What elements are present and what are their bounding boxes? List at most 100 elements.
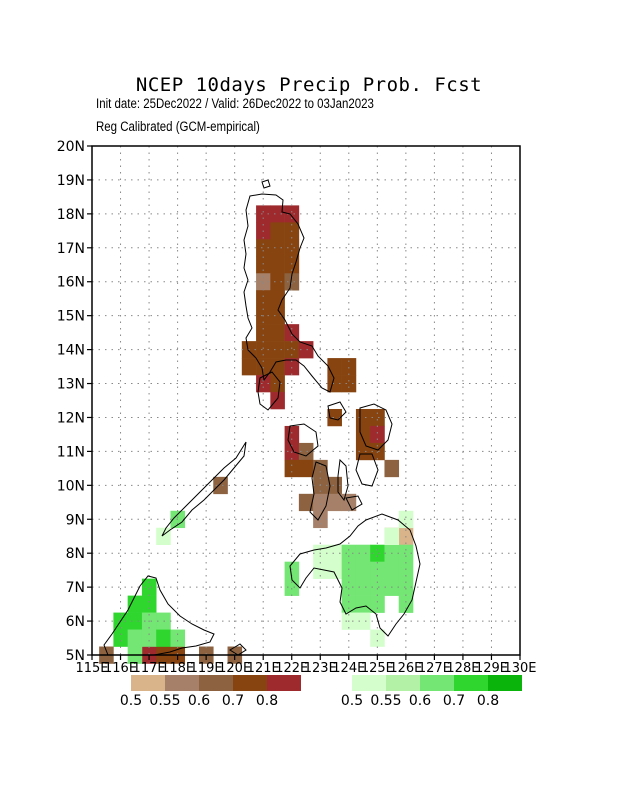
cell-wet (284, 561, 300, 579)
dry-legend-label: 0.6 (187, 693, 211, 709)
map-gridlines (92, 146, 520, 655)
latitude-axis: 5N 6N 7N 8N 9N 10N 11N 12N 13N 14N 15N 16N 17N 18N 19N… (57, 139, 92, 664)
dry-legend-swatch (199, 675, 233, 691)
cell-dry (298, 459, 314, 478)
cell-wet (355, 544, 371, 562)
cell-wet (355, 595, 371, 613)
lat-tick-label: 19N (57, 173, 85, 189)
lon-tick-label: 124E (332, 661, 365, 676)
dry-legend-swatch (233, 675, 267, 691)
cell-wet (370, 595, 385, 613)
cell-dry (270, 324, 285, 342)
lat-tick-label: 10N (57, 478, 85, 494)
cell-dry (284, 205, 300, 223)
lat-tick-label: 6N (66, 614, 85, 630)
cell-dry (270, 239, 285, 257)
lon-tick-label: 123E (304, 661, 337, 676)
cell-dry (284, 341, 300, 359)
cell-dry (355, 442, 371, 461)
wet-legend-label: 0.7 (442, 693, 466, 709)
wet-legend-label: 0.55 (370, 693, 402, 709)
cell-wet (141, 629, 157, 647)
lat-tick-label: 11N (57, 444, 85, 460)
coastline-babuyan (261, 179, 271, 189)
coastline-panay (287, 423, 319, 457)
cell-dry (355, 408, 371, 427)
dry-probability-legend (131, 675, 301, 691)
wet-legend-swatch (488, 675, 522, 691)
cell-wet (398, 561, 414, 579)
lat-tick-label: 13N (57, 377, 85, 393)
lat-tick-label: 17N (57, 241, 85, 257)
dry-legend-label: 0.8 (255, 693, 279, 709)
cell-wet (370, 578, 385, 596)
map-frame (91, 145, 521, 656)
lat-tick-label: 5N (66, 648, 85, 664)
coastline-samar (359, 403, 393, 451)
lon-tick-label: 115E (75, 661, 108, 676)
lon-tick-label: 119E (190, 661, 223, 676)
cell-dry (284, 459, 300, 478)
cell-wet (355, 561, 371, 579)
cell-dry (313, 459, 328, 478)
cell-wet (156, 629, 171, 647)
wet-legend-label: 0.8 (476, 693, 500, 709)
cell-dry (241, 358, 257, 376)
cell-dry (284, 425, 300, 444)
lat-tick-label: 15N (57, 309, 85, 325)
cell-wet (384, 561, 400, 579)
lat-tick-label: 20N (57, 139, 85, 155)
cell-dry (327, 358, 342, 376)
coastline-mindoro (257, 371, 281, 411)
dry-legend-label: 0.5 (119, 693, 143, 709)
cell-dry (270, 392, 285, 410)
cell-wet (141, 578, 157, 596)
lat-tick-label: 7N (66, 580, 85, 596)
cell-dry (270, 358, 285, 376)
cell-wet (313, 561, 328, 579)
cell-wet (327, 561, 342, 579)
cell-dry (298, 442, 314, 461)
cell-wet (355, 578, 371, 596)
cell-wet (127, 595, 143, 613)
cell-wet (327, 544, 342, 562)
cell-wet (398, 544, 414, 562)
cell-wet (127, 629, 143, 647)
cell-wet (141, 595, 157, 613)
cell-dry (256, 341, 271, 359)
lon-tick-label: 121E (247, 661, 280, 676)
cell-dry (270, 307, 285, 325)
lon-tick-label: 129E (475, 661, 508, 676)
cell-wet (398, 578, 414, 596)
cell-wet (156, 527, 171, 546)
coastline-masbate (327, 401, 347, 421)
cell-dry (256, 324, 271, 342)
coastline-mindanao (289, 513, 421, 637)
cell-wet (113, 629, 128, 647)
cell-wet (355, 612, 371, 630)
cell-dry (370, 425, 385, 444)
cell-wet (370, 629, 385, 647)
coastline-leyte (355, 453, 379, 487)
cell-dry (327, 408, 342, 427)
cell-wet (170, 629, 186, 647)
calibration-note: Reg Calibrated (GCM-empirical) (96, 119, 260, 134)
cell-dry (284, 273, 300, 291)
cell-wet (341, 595, 357, 613)
cell-dry (256, 205, 271, 223)
lat-tick-label: 12N (57, 410, 85, 426)
lon-tick-label: 118E (161, 661, 194, 676)
cell-wet (156, 612, 171, 630)
lat-tick-label: 16N (57, 275, 85, 291)
lat-tick-label: 14N (57, 343, 85, 359)
dry-legend-label: 0.55 (149, 693, 181, 709)
coastline-sulu (229, 643, 247, 656)
lon-tick-label: 126E (389, 661, 422, 676)
cell-dry (341, 358, 357, 376)
cell-dry (270, 205, 285, 223)
cell-wet (370, 561, 385, 579)
map-title: NCEP 10days Precip Prob. Fcst (135, 74, 483, 96)
cell-dry (284, 239, 300, 257)
coastline-negros (309, 461, 331, 521)
